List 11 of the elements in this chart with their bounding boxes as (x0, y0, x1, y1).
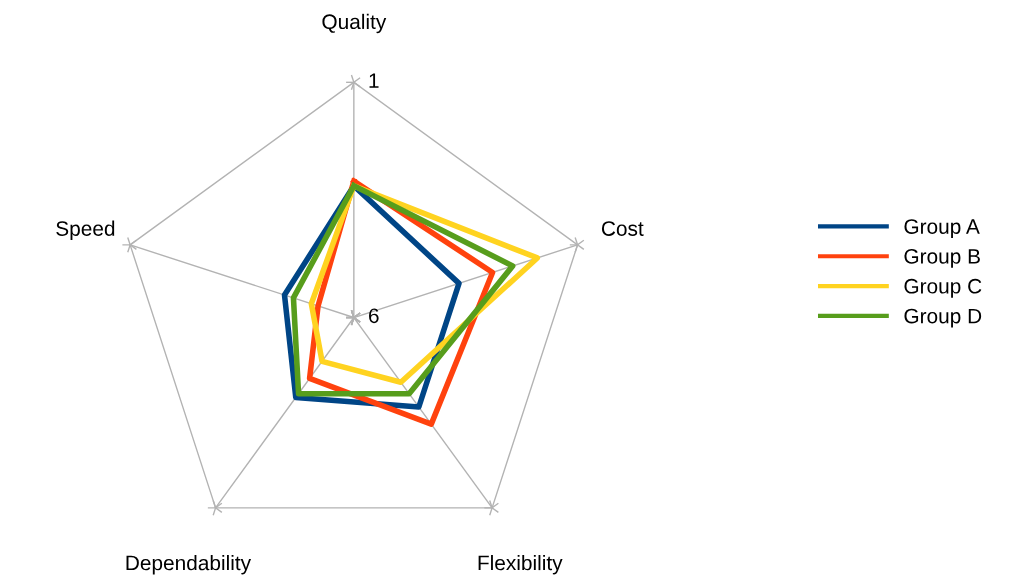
y-tick-label: 1 (369, 73, 379, 88)
spoke-label: Speed (56, 220, 115, 241)
legend-label: Group D (904, 308, 982, 328)
y-tick-label: 6 (369, 308, 379, 324)
spoke-label: Flexibility (478, 555, 563, 575)
spoke-label: Cost (601, 221, 644, 236)
legend-label: Group A (904, 219, 980, 239)
spoke-label: Quality (322, 13, 387, 34)
spoke-label: Dependability (126, 555, 252, 575)
legend-label: Group C (904, 278, 982, 298)
legend-label: Group B (904, 248, 980, 268)
